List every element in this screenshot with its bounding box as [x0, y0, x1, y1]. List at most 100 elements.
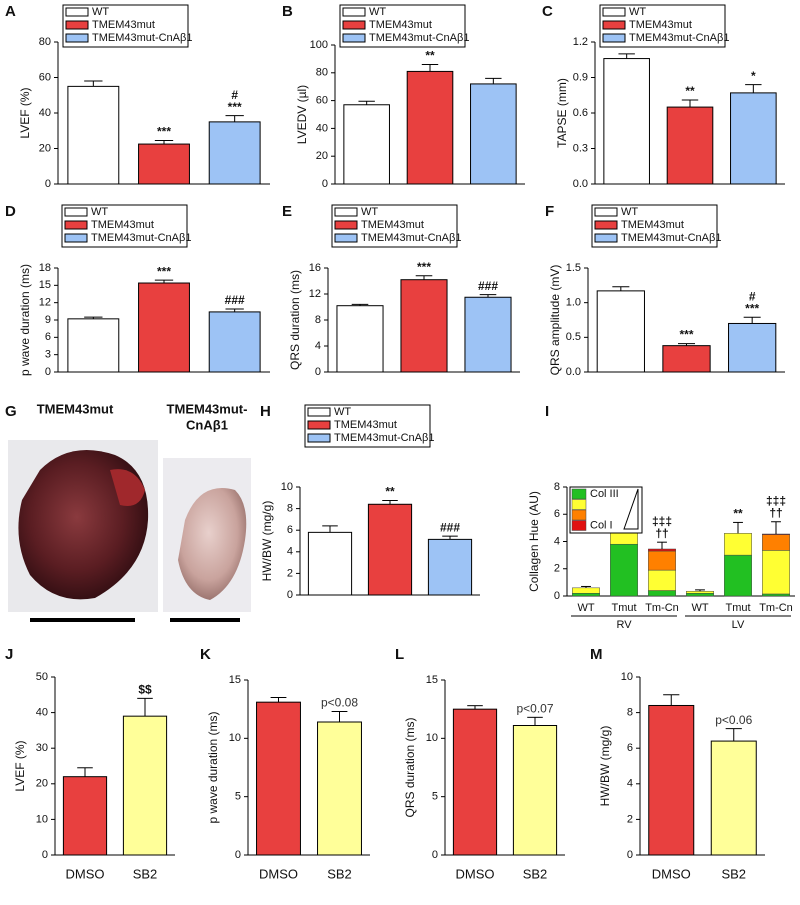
bar-segment	[648, 569, 676, 591]
y-tick-label: 9	[45, 314, 51, 326]
legend-swatch	[571, 509, 587, 521]
y-tick-label: 12	[309, 288, 321, 300]
bar	[122, 715, 168, 856]
significance-label: #	[749, 289, 756, 303]
y-tick-label: 0.3	[573, 142, 588, 154]
legend-swatch	[571, 520, 587, 531]
bar	[406, 70, 454, 185]
y-tick-label: 6	[45, 331, 51, 343]
y-tick-label: 20	[316, 150, 328, 162]
bar-segment	[610, 543, 638, 597]
x-tick-label: DMSO	[652, 866, 691, 881]
significance-label: **	[385, 485, 395, 499]
y-tick-label: 0	[554, 590, 560, 602]
legend-swatch	[342, 33, 366, 43]
y-tick-label: 60	[39, 71, 51, 83]
significance-label: ***	[157, 264, 171, 278]
legend-swatch	[571, 488, 587, 500]
panel-letter: L	[395, 646, 404, 663]
x-tick-label: Tm-Cn	[645, 602, 679, 614]
y-tick-label: 15	[39, 279, 51, 291]
legend-swatch	[602, 33, 626, 43]
panel-letter: M	[590, 646, 603, 663]
image-label: TMEM43mut	[37, 401, 114, 416]
y-axis-title: LVEDV (µl)	[295, 85, 309, 144]
y-tick-label: 50	[36, 671, 48, 683]
x-tick-label: SB2	[523, 866, 548, 881]
group-label: RV	[616, 619, 632, 631]
y-tick-label: 10	[229, 732, 241, 744]
legend-swatch	[65, 33, 89, 43]
y-tick-label: 0	[235, 849, 241, 861]
panel-letter: G	[5, 403, 17, 420]
legend-swatch	[594, 220, 618, 230]
y-axis-title: QRS duration (ms)	[288, 270, 302, 370]
legend-swatch	[602, 7, 626, 17]
significance-label: ††	[655, 526, 668, 540]
y-tick-label: 1.5	[566, 262, 581, 274]
significance-label: **	[733, 507, 743, 521]
legend-swatch	[307, 407, 331, 417]
y-tick-label: 0.0	[566, 366, 581, 378]
y-tick-label: 8	[554, 481, 560, 493]
bar	[208, 121, 261, 185]
legend-swatch	[64, 207, 88, 217]
y-tick-label: 0	[322, 178, 328, 190]
group-label: LV	[732, 619, 745, 631]
legend-label: WT	[361, 206, 378, 218]
y-tick-label: 16	[309, 262, 321, 274]
significance-label: #	[231, 88, 238, 102]
bar	[67, 318, 120, 373]
heart-detail	[110, 469, 145, 506]
y-tick-label: 15	[229, 674, 241, 686]
legend-label: TMEM43mut-CnAβ1	[621, 232, 721, 244]
bar	[307, 531, 353, 596]
y-tick-label: 60	[316, 95, 328, 107]
panel-letter: C	[542, 3, 553, 20]
legend-label: TMEM43mut	[621, 219, 684, 231]
bar	[400, 279, 448, 373]
legend-swatch	[334, 220, 358, 230]
bar-segment	[648, 550, 676, 571]
y-tick-label: 1.2	[573, 36, 588, 48]
bar	[666, 106, 714, 185]
y-tick-label: 0	[432, 849, 438, 861]
significance-label: ††	[769, 506, 782, 520]
panel-letter: B	[282, 3, 293, 20]
legend-swatch	[64, 220, 88, 230]
legend-swatch	[65, 20, 89, 30]
y-tick-label: 1.0	[566, 297, 581, 309]
y-tick-label: 0	[45, 366, 51, 378]
legend-label: WT	[91, 206, 108, 218]
y-tick-label: 5	[432, 791, 438, 803]
panel-letter: E	[282, 203, 292, 220]
y-tick-label: 4	[554, 535, 560, 547]
y-tick-label: 10	[426, 732, 438, 744]
y-tick-label: 0	[287, 589, 293, 601]
legend-label: TMEM43mut	[369, 19, 432, 31]
y-axis-title: QRS duration (ms)	[403, 717, 417, 817]
legend-swatch	[65, 7, 89, 17]
bar	[317, 721, 362, 856]
y-tick-label: 6	[627, 742, 633, 754]
legend-swatch	[334, 233, 358, 243]
y-tick-label: 30	[36, 742, 48, 754]
y-tick-label: 40	[316, 122, 328, 134]
legend-triangle	[623, 488, 639, 530]
bar-segment	[762, 534, 790, 551]
y-tick-label: 0.0	[573, 178, 588, 190]
significance-label: p<0.07	[516, 702, 553, 716]
panel-letter: D	[5, 203, 16, 220]
y-tick-label: 80	[316, 67, 328, 79]
bar	[662, 345, 711, 373]
significance-label: ###	[225, 293, 245, 307]
bar	[256, 701, 301, 856]
y-tick-label: 3	[45, 349, 51, 361]
significance-label: ###	[440, 520, 460, 534]
legend-label: TMEM43mut-CnAβ1	[361, 232, 461, 244]
panel-letter: F	[545, 203, 554, 220]
y-tick-label: 8	[627, 707, 633, 719]
y-tick-label: 40	[39, 107, 51, 119]
bar	[138, 282, 190, 373]
bar-segment	[762, 550, 790, 595]
